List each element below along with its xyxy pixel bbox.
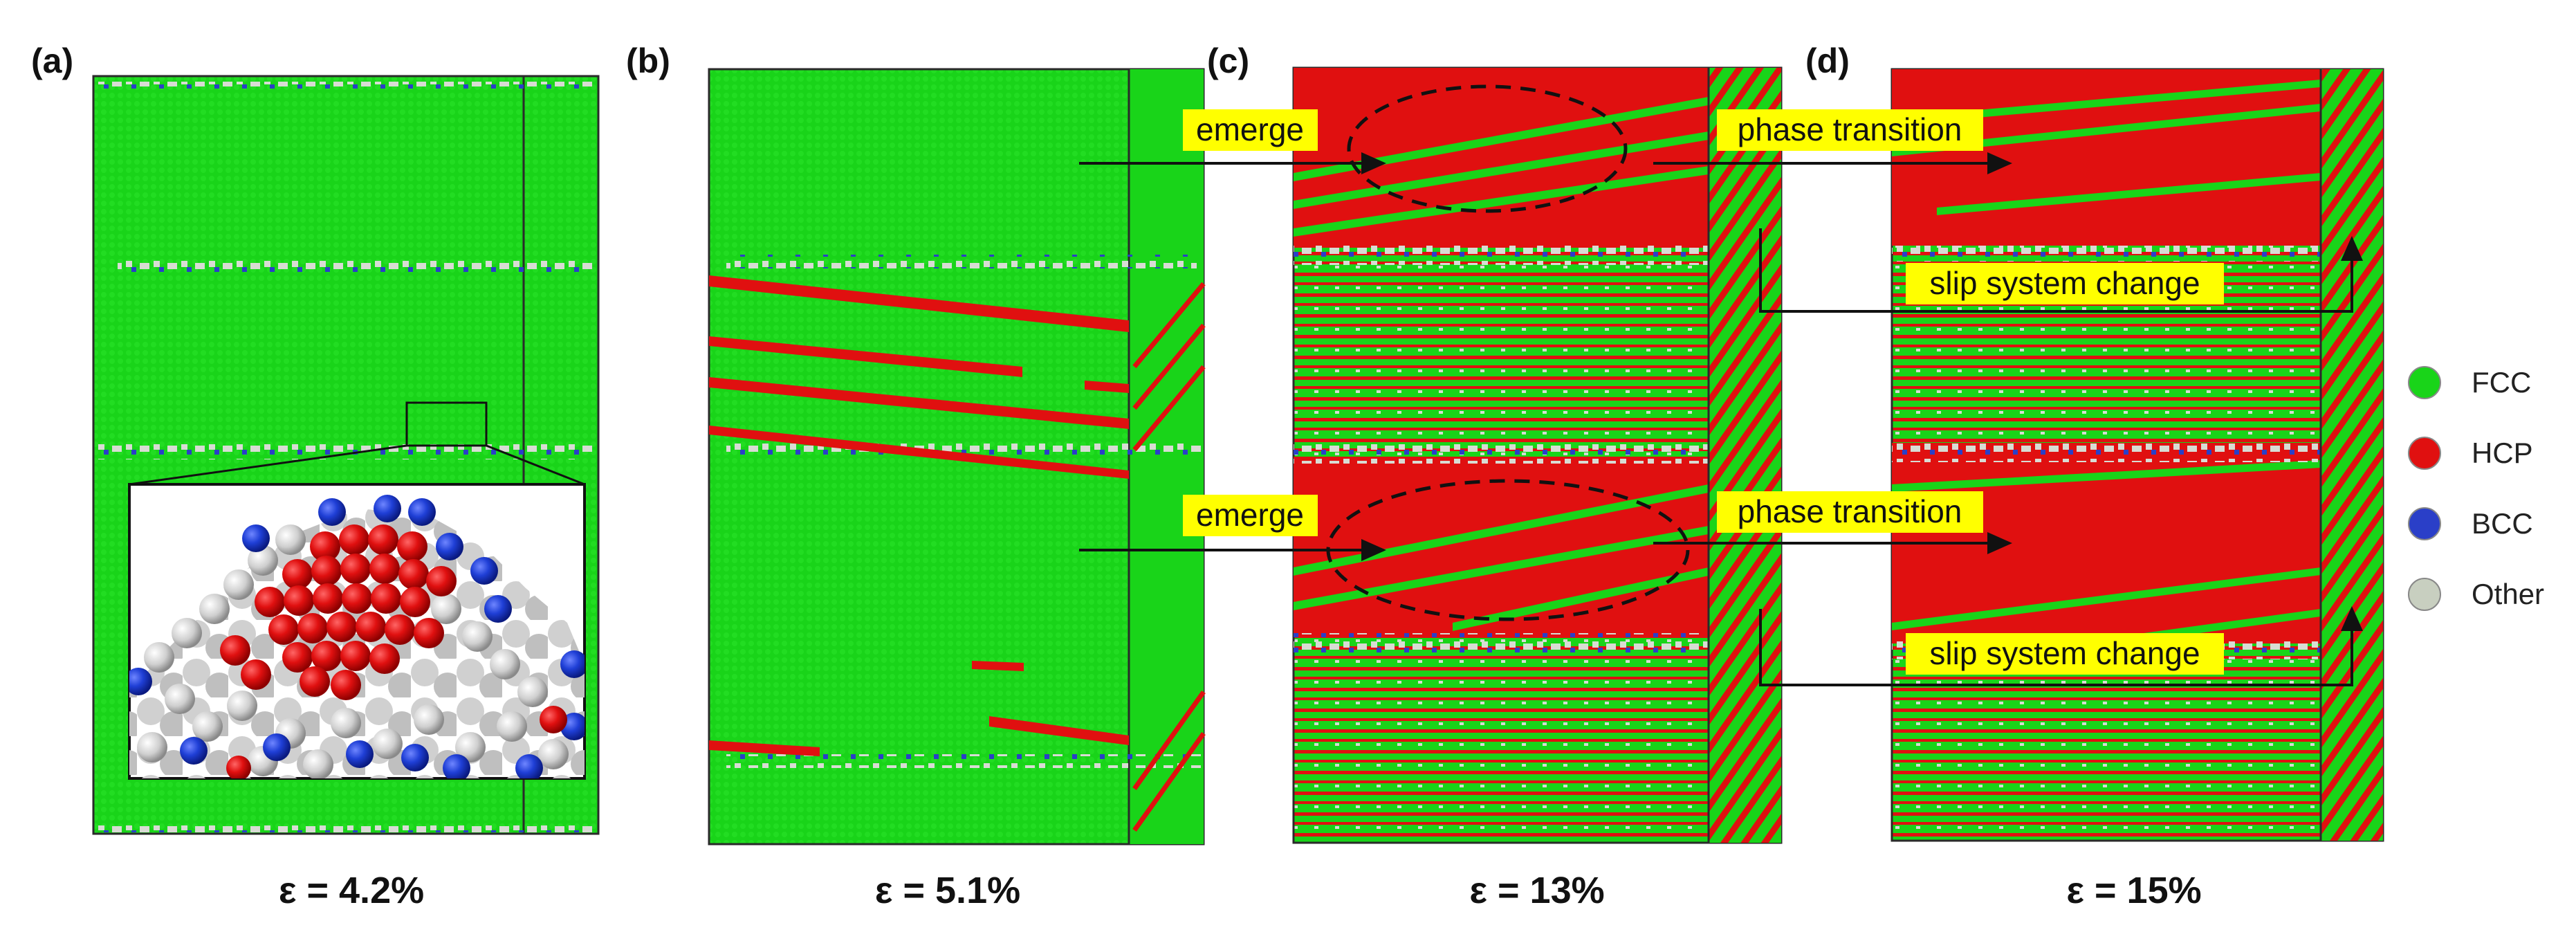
legend-item-bcc: BCC [2408, 507, 2533, 540]
legend-swatch-bcc [2408, 507, 2441, 540]
annotation-phase-transition-bottom: phase transition [1717, 491, 1983, 533]
zoom-box [405, 401, 488, 447]
annotation-phase-transition-bottom-text: phase transition [1738, 493, 1962, 529]
legend-swatch-other [2408, 578, 2441, 611]
strain-label-c: ε = 13% [1469, 870, 1604, 911]
annotation-emerge-top: emerge [1183, 109, 1318, 151]
annotation-phase-transition-top-text: phase transition [1738, 111, 1962, 147]
legend: FCC HCP BCC Other [2408, 366, 2544, 611]
legend-swatch-hcp [2408, 437, 2441, 470]
legend-item-other: Other [2408, 578, 2544, 611]
annotation-slip-change-bottom: slip system change [1906, 633, 2224, 675]
legend-item-hcp: HCP [2408, 437, 2533, 470]
zoom-inset [128, 483, 586, 780]
transition-arrows [1079, 152, 2363, 686]
legend-label-fcc: FCC [2472, 366, 2531, 399]
panel-b-simulation [708, 68, 1206, 846]
annotation-phase-transition-top: phase transition [1717, 109, 1983, 151]
panel-label-c: (c) [1207, 42, 1249, 80]
annotation-slip-change-top-text: slip system change [1929, 265, 2200, 301]
annotation-emerge-bottom: emerge [1183, 495, 1318, 536]
annotation-slip-change-bottom-text: slip system change [1929, 635, 2200, 671]
emergence-ellipse-top [1347, 84, 1628, 213]
strain-label-a: ε = 4.2% [279, 870, 424, 911]
legend-label-bcc: BCC [2472, 507, 2533, 540]
panel-d-simulation [1890, 68, 2384, 842]
annotation-slip-change-top: slip system change [1906, 263, 2224, 304]
legend-item-fcc: FCC [2408, 366, 2531, 399]
panel-label-b: (b) [626, 42, 670, 80]
annotation-emerge-bottom-text: emerge [1196, 497, 1304, 533]
legend-swatch-fcc [2408, 366, 2441, 399]
strain-label-d: ε = 15% [2066, 870, 2201, 911]
legend-label-hcp: HCP [2472, 437, 2533, 469]
panel-c-simulation [1292, 66, 1783, 844]
strain-label-b: ε = 5.1% [875, 870, 1020, 911]
panel-label-d: (d) [1805, 42, 1850, 80]
legend-label-other: Other [2472, 578, 2544, 610]
panel-label-a: (a) [31, 42, 73, 80]
panel-a-simulation [92, 75, 600, 835]
annotation-emerge-top-text: emerge [1196, 111, 1304, 147]
